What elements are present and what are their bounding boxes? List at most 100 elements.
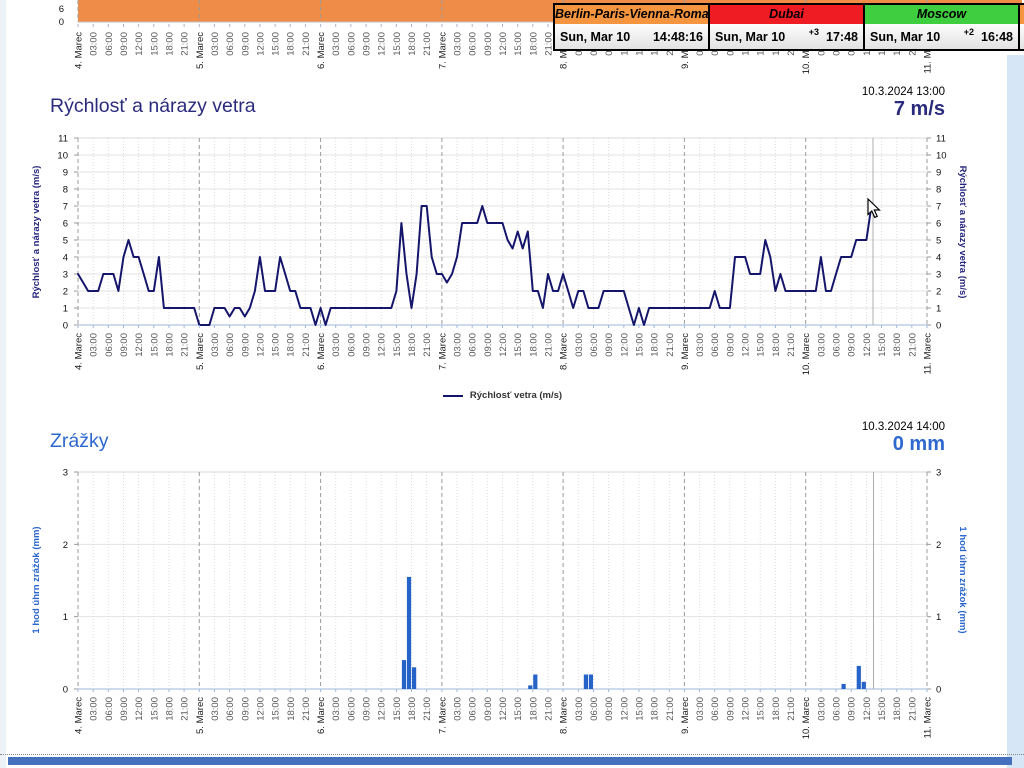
clock-cell-moscow[interactable]: Moscow Sun, Mar 10 +2 16:48	[865, 5, 1018, 49]
precip-bar	[406, 576, 412, 689]
clock-time: 17:48	[826, 29, 858, 44]
svg-text:12:00: 12:00	[862, 333, 873, 357]
svg-text:12:00: 12:00	[255, 697, 266, 721]
svg-text:21:00: 21:00	[907, 333, 918, 357]
svg-text:4. Marec: 4. Marec	[74, 32, 85, 69]
svg-text:21:00: 21:00	[301, 32, 312, 56]
svg-text:Rýchlosť a nárazy vetra (m/s): Rýchlosť a nárazy vetra (m/s)	[957, 166, 968, 299]
svg-text:09:00: 09:00	[119, 333, 130, 357]
svg-text:15:00: 15:00	[513, 697, 524, 721]
clock-time: 16:48	[981, 29, 1013, 44]
svg-text:21:00: 21:00	[543, 697, 554, 721]
svg-text:03:00: 03:00	[89, 32, 100, 56]
svg-text:06:00: 06:00	[346, 333, 357, 357]
svg-text:15:00: 15:00	[392, 697, 403, 721]
svg-text:18:00: 18:00	[528, 697, 539, 721]
svg-text:1 hod úhrn zrážok (mm): 1 hod úhrn zrážok (mm)	[957, 526, 968, 633]
svg-text:21:00: 21:00	[301, 697, 312, 721]
svg-text:15:00: 15:00	[634, 333, 645, 357]
svg-text:12:00: 12:00	[255, 32, 266, 56]
svg-text:15:00: 15:00	[271, 32, 282, 56]
svg-text:03:00: 03:00	[574, 333, 585, 357]
svg-text:18:00: 18:00	[650, 697, 661, 721]
svg-text:06:00: 06:00	[225, 333, 236, 357]
svg-text:8: 8	[936, 185, 941, 196]
legend-line-swatch	[442, 394, 463, 397]
svg-text:12:00: 12:00	[619, 333, 630, 357]
svg-text:15:00: 15:00	[756, 697, 767, 721]
svg-text:09:00: 09:00	[119, 32, 130, 56]
svg-text:18:00: 18:00	[164, 697, 175, 721]
svg-text:1: 1	[936, 612, 941, 623]
precip-bar	[861, 681, 866, 689]
svg-text:03:00: 03:00	[453, 32, 464, 56]
svg-text:18:00: 18:00	[286, 333, 297, 357]
svg-text:03:00: 03:00	[89, 697, 100, 721]
svg-text:15:00: 15:00	[149, 333, 160, 357]
svg-text:21:00: 21:00	[180, 333, 191, 357]
svg-text:06:00: 06:00	[225, 32, 236, 56]
svg-text:9: 9	[936, 168, 941, 179]
svg-text:10. Marec: 10. Marec	[801, 697, 812, 739]
svg-text:06:00: 06:00	[346, 697, 357, 721]
svg-text:21:00: 21:00	[422, 333, 433, 357]
svg-text:09:00: 09:00	[240, 32, 251, 56]
precip-current-value: 0 mm	[892, 433, 945, 455]
svg-text:12:00: 12:00	[377, 333, 388, 357]
svg-text:21:00: 21:00	[665, 333, 676, 357]
svg-text:18:00: 18:00	[650, 333, 661, 357]
svg-text:21:00: 21:00	[180, 697, 191, 721]
svg-text:09:00: 09:00	[725, 697, 736, 721]
svg-text:1: 1	[63, 612, 68, 623]
svg-text:15:00: 15:00	[877, 697, 888, 721]
svg-text:03:00: 03:00	[695, 697, 706, 721]
svg-text:09:00: 09:00	[725, 333, 736, 357]
svg-text:15:00: 15:00	[149, 32, 160, 56]
svg-text:18:00: 18:00	[771, 697, 782, 721]
svg-text:5. Marec: 5. Marec	[195, 333, 206, 370]
clock-cell-dubai[interactable]: Dubai Sun, Mar 10 +3 17:48	[710, 5, 863, 49]
svg-text:7. Marec: 7. Marec	[437, 697, 448, 734]
svg-text:15:00: 15:00	[392, 32, 403, 56]
precip-chart: 0 0 1 1 2 2 3 3 4. Marec 03:00 06:00 09:00 12:00 15:0…	[31, 468, 968, 740]
svg-text:6: 6	[59, 4, 64, 15]
svg-text:06:00: 06:00	[104, 32, 115, 56]
bottom-dotted-line	[0, 754, 1024, 755]
svg-text:9. Marec: 9. Marec	[680, 333, 691, 370]
svg-text:8. Marec: 8. Marec	[559, 333, 570, 370]
svg-text:12:00: 12:00	[741, 333, 752, 357]
svg-text:09:00: 09:00	[483, 32, 494, 56]
svg-text:15:00: 15:00	[513, 32, 524, 56]
svg-text:6. Marec: 6. Marec	[316, 333, 327, 370]
svg-text:09:00: 09:00	[604, 697, 615, 721]
svg-text:15:00: 15:00	[149, 697, 160, 721]
svg-text:15:00: 15:00	[756, 333, 767, 357]
legend-label: Rýchlosť vetra (m/s)	[469, 390, 563, 401]
svg-text:12:00: 12:00	[255, 333, 266, 357]
right-edge-strip	[1007, 55, 1024, 768]
svg-text:03:00: 03:00	[210, 32, 221, 56]
svg-text:06:00: 06:00	[104, 333, 115, 357]
clock-date: Sun, Mar 10	[715, 29, 786, 44]
wind-legend: Rýchlosť vetra (m/s)	[78, 390, 927, 401]
svg-text:6: 6	[63, 219, 68, 230]
svg-text:2: 2	[936, 540, 941, 551]
svg-text:06:00: 06:00	[710, 697, 721, 721]
svg-text:12:00: 12:00	[134, 32, 145, 56]
clock-cell-berlin[interactable]: Berlin-Paris-Vienna-Roma Sun, Mar 10 14:…	[555, 5, 708, 49]
svg-text:18:00: 18:00	[407, 32, 418, 56]
svg-text:11. Marec: 11. Marec	[922, 32, 933, 74]
svg-text:15:00: 15:00	[271, 697, 282, 721]
svg-text:12:00: 12:00	[377, 697, 388, 721]
precip-bar	[583, 674, 588, 689]
svg-text:11: 11	[936, 134, 946, 145]
svg-text:8: 8	[63, 185, 68, 196]
svg-text:18:00: 18:00	[528, 333, 539, 357]
svg-text:03:00: 03:00	[453, 333, 464, 357]
svg-text:21:00: 21:00	[665, 697, 676, 721]
clock-cell-partial[interactable]	[1020, 5, 1024, 49]
svg-text:06:00: 06:00	[346, 32, 357, 56]
